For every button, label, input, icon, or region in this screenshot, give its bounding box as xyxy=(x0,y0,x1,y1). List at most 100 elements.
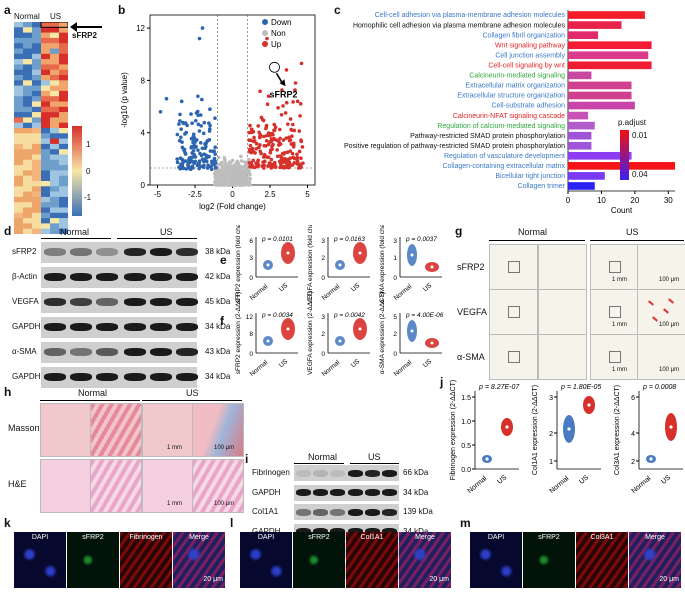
panel-label-j: j xyxy=(440,375,444,389)
x-tick-label: 2.5 xyxy=(264,190,276,199)
point-down xyxy=(179,162,183,167)
heatmap-cell xyxy=(32,69,41,76)
blot-band xyxy=(44,323,66,332)
point-down xyxy=(197,166,201,171)
point-non xyxy=(230,182,234,187)
fluorescence-image: sFRP2 xyxy=(523,532,575,588)
point-down xyxy=(196,94,200,99)
heatmap-cell xyxy=(32,223,41,229)
heatmap-cell xyxy=(14,191,23,198)
point-up xyxy=(281,138,286,142)
heatmap-cell xyxy=(23,218,32,224)
heatmap-cell xyxy=(14,138,23,145)
violin-y-tick: 3 xyxy=(249,255,253,262)
heatmap-cell xyxy=(32,37,41,44)
point-down xyxy=(200,97,204,102)
blot-band xyxy=(44,273,66,282)
point-non xyxy=(235,159,240,164)
point-up xyxy=(266,94,271,98)
heatmap-cell xyxy=(32,212,41,219)
heatmap-cell xyxy=(23,53,32,60)
point-non xyxy=(228,161,233,165)
heatmap-cell xyxy=(50,22,59,28)
heatmap-cell xyxy=(32,154,41,161)
heatmap-cell xyxy=(32,122,41,129)
blot-band xyxy=(96,323,118,332)
blot-band xyxy=(44,373,66,382)
heatmap-cell xyxy=(41,37,50,44)
violin-y-tick: 0 xyxy=(393,275,397,282)
blot-row-label: Col1A1 xyxy=(252,507,279,516)
heatmap-cell xyxy=(32,170,41,176)
y-tick-label: 12 xyxy=(136,24,145,33)
blot-i-group-normal: Normal xyxy=(308,452,338,462)
heatmap-cell xyxy=(32,96,41,102)
heatmap-cell xyxy=(41,122,50,129)
point-down xyxy=(191,140,195,145)
heatmap-cell xyxy=(32,186,41,192)
heatmap-cell xyxy=(41,133,50,139)
heatmap-cell xyxy=(59,175,68,182)
heatmap-cell xyxy=(23,196,32,203)
point-up xyxy=(256,164,260,168)
heatmap-cell xyxy=(50,37,59,44)
heatmap-cell xyxy=(23,212,32,219)
blot-kda-label: 45 kDa xyxy=(205,297,231,306)
point-non xyxy=(222,165,227,169)
go-term-label: Calcineurin-mediated signaling xyxy=(469,73,565,80)
blot-band xyxy=(364,469,380,477)
heatmap-cell xyxy=(59,80,68,86)
heatmap-cell xyxy=(32,117,41,123)
point-up xyxy=(282,165,287,170)
point-down xyxy=(187,160,192,165)
violin-median xyxy=(358,327,362,331)
heatmap-cell xyxy=(41,90,50,97)
heatmap-cell xyxy=(41,59,50,65)
point-down xyxy=(197,129,202,133)
panel-label-l: l xyxy=(230,516,234,530)
go-term-label: Calcineurin-NFAT signaling cascade xyxy=(453,113,565,120)
violin-x-label: US xyxy=(350,358,362,370)
heatmap-cell xyxy=(14,202,23,208)
point-down xyxy=(180,145,185,150)
violin-y-tick: 3 xyxy=(321,314,325,321)
go-term-label: Cell-cell signaling by wnt xyxy=(488,63,565,70)
point-down xyxy=(179,99,184,104)
heatmap-cell xyxy=(14,96,23,102)
heatmap-cell xyxy=(23,75,32,81)
point-down xyxy=(177,138,182,143)
violin-median xyxy=(505,425,509,429)
blot-strip xyxy=(41,242,198,263)
point-up xyxy=(278,162,283,167)
heatmap-cell xyxy=(41,112,50,118)
heatmap-gene-label: sFRP2 xyxy=(72,31,97,40)
point-non xyxy=(222,155,227,160)
point-non xyxy=(213,175,218,179)
fluorescence-image: DAPI xyxy=(14,532,66,588)
heatmap-cell xyxy=(50,138,59,145)
fluorescence-channel-label: DAPI xyxy=(257,534,275,541)
heatmap-cell xyxy=(14,143,23,150)
heatmap-cell xyxy=(50,159,59,166)
heatmap-cell xyxy=(59,32,68,39)
go-bar-chart: Cell-cell adhesion via plasma-membrane a… xyxy=(344,10,675,215)
ihc-scale-1: 1 mm xyxy=(612,322,627,328)
histo-scale-2: 100 μm xyxy=(214,501,235,507)
ihc-image xyxy=(489,334,538,380)
heatmap-cell xyxy=(23,69,32,76)
histo-image xyxy=(192,459,244,513)
violin-median xyxy=(430,341,434,345)
ihc-scale-2: 100 μm xyxy=(659,367,680,373)
heatmap-cell xyxy=(59,196,68,203)
heatmap-cell xyxy=(59,223,68,229)
blot-band xyxy=(44,298,66,307)
blot-band xyxy=(347,508,363,516)
heatmap-cell xyxy=(23,80,32,86)
heatmap-cell xyxy=(59,53,68,60)
point-up xyxy=(288,149,293,153)
heatmap-cell xyxy=(59,154,68,161)
blot-band xyxy=(382,528,397,535)
blot-strip xyxy=(41,367,198,388)
point-up xyxy=(291,100,295,104)
blot-band xyxy=(96,348,118,357)
